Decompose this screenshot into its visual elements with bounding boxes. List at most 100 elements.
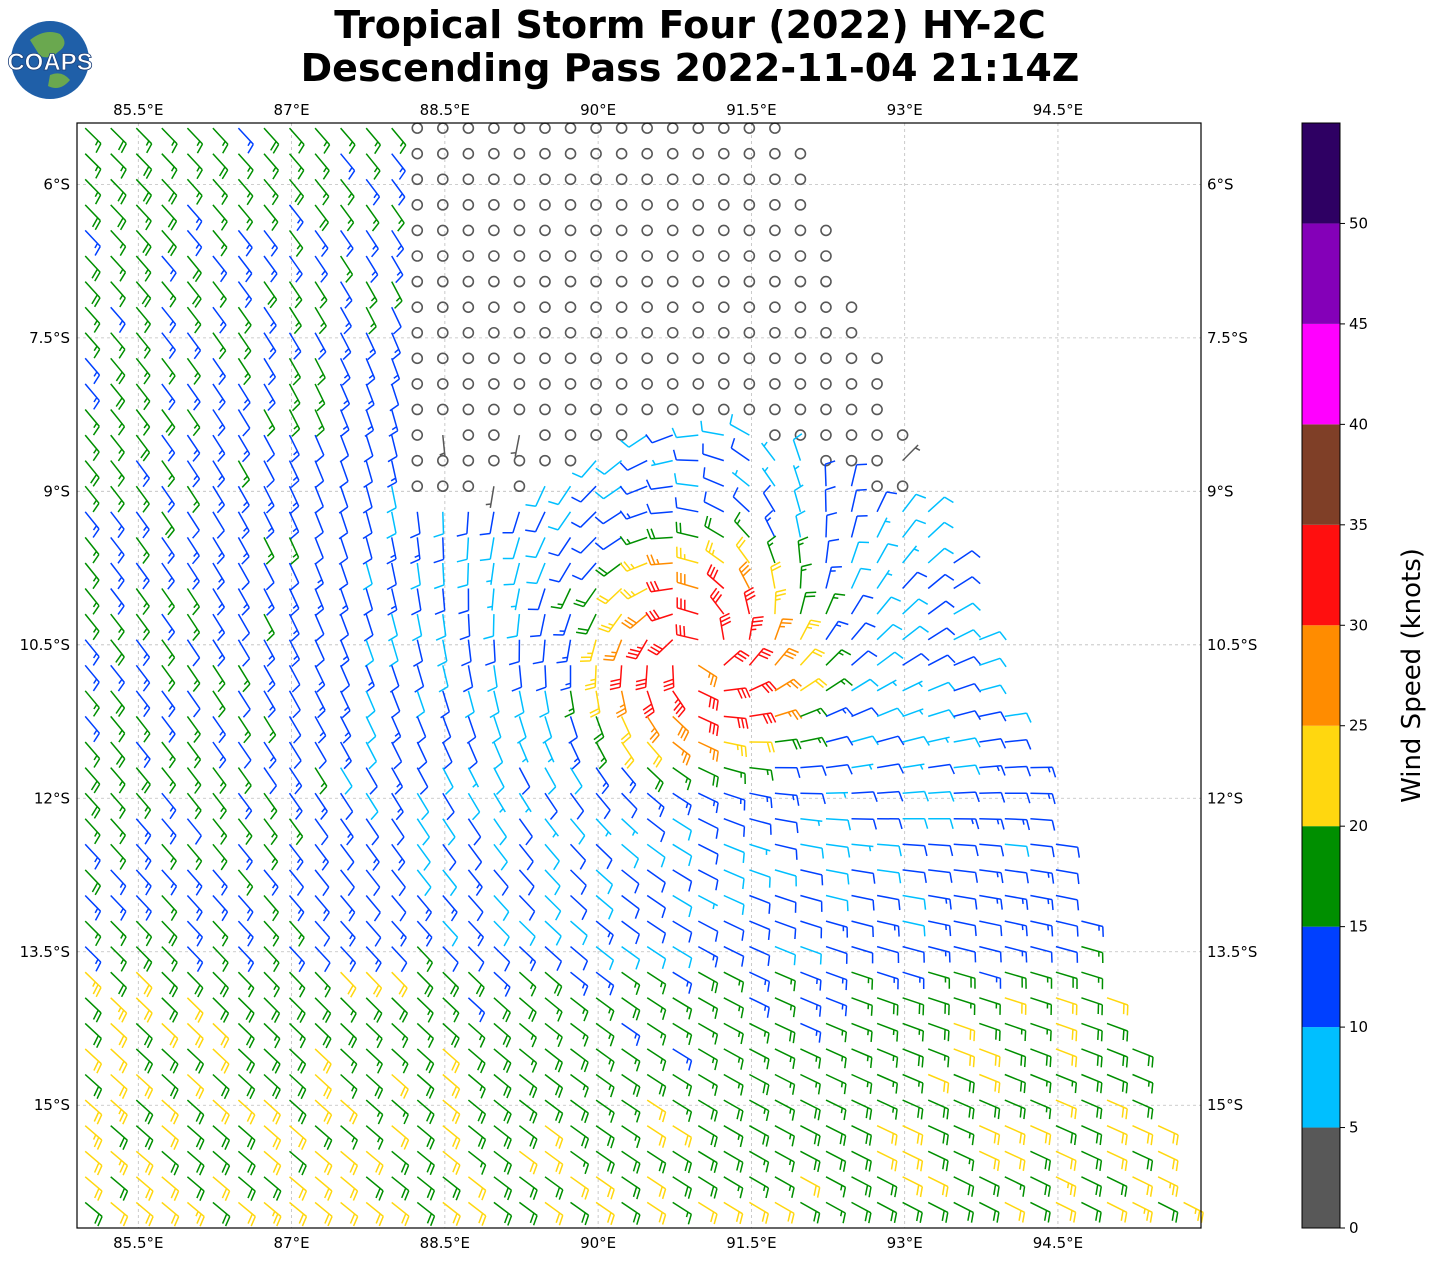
wind-barb bbox=[672, 1150, 693, 1174]
wind-barb bbox=[340, 153, 356, 180]
wind-barb bbox=[503, 562, 521, 586]
wind-barb bbox=[774, 920, 797, 940]
wind-barb bbox=[135, 562, 150, 590]
calm-circle bbox=[513, 173, 526, 186]
wind-barb bbox=[723, 997, 745, 1019]
wind-barb bbox=[110, 460, 125, 487]
wind-barb bbox=[442, 1125, 461, 1150]
wind-barb bbox=[110, 409, 126, 436]
wind-barb bbox=[953, 1099, 975, 1120]
wind-barb bbox=[186, 588, 201, 616]
wind-barb bbox=[792, 465, 802, 487]
wind-barb bbox=[339, 383, 351, 412]
wind-barb bbox=[1081, 971, 1104, 990]
wind-barb bbox=[1106, 1099, 1128, 1120]
wind-barb bbox=[792, 433, 803, 461]
wind-barb bbox=[621, 1022, 641, 1047]
wind-barb bbox=[263, 920, 280, 947]
calm-circle bbox=[641, 326, 653, 339]
wind-barb bbox=[391, 1125, 410, 1150]
wind-barb bbox=[314, 409, 325, 437]
wind-barb bbox=[928, 763, 955, 775]
calm-circle bbox=[666, 250, 679, 262]
wind-barb bbox=[314, 997, 332, 1023]
wind-barb bbox=[518, 1150, 538, 1175]
wind-barb bbox=[1157, 1125, 1179, 1146]
wind-barb bbox=[391, 716, 402, 744]
calm-circle bbox=[462, 378, 475, 390]
wind-barb bbox=[518, 1073, 538, 1099]
wind-barb bbox=[953, 843, 979, 857]
wind-barb bbox=[416, 843, 431, 871]
wind-barb bbox=[902, 971, 925, 989]
wind-barb bbox=[110, 715, 126, 743]
wind-barb bbox=[237, 409, 251, 437]
wind-barb bbox=[339, 588, 349, 617]
wind-barb bbox=[825, 566, 842, 589]
wind-barb bbox=[186, 1176, 205, 1202]
wind-barb bbox=[263, 178, 279, 206]
wind-barb bbox=[237, 485, 250, 514]
wind-barb bbox=[619, 459, 648, 471]
wind-barb bbox=[877, 817, 903, 830]
wind-barb bbox=[518, 767, 531, 795]
wind-barb bbox=[110, 741, 126, 769]
calm-circle bbox=[692, 301, 705, 313]
wind-barb bbox=[263, 1099, 281, 1125]
wind-barb bbox=[1157, 1150, 1179, 1172]
wind-barb bbox=[800, 1201, 821, 1224]
calm-circle bbox=[769, 250, 781, 262]
wind-barb bbox=[161, 306, 177, 334]
wind-barb bbox=[338, 537, 349, 565]
wind-barb bbox=[135, 281, 152, 308]
wind-barb bbox=[161, 1048, 179, 1074]
calm-circle bbox=[794, 224, 807, 237]
wind-barb bbox=[518, 1099, 538, 1124]
wind-barb bbox=[442, 1022, 460, 1048]
wind-barb bbox=[411, 588, 422, 616]
wind-barb bbox=[365, 818, 380, 846]
calm-circle bbox=[488, 378, 500, 390]
wind-barb bbox=[621, 869, 640, 894]
wind-barb bbox=[621, 894, 640, 919]
wind-barb bbox=[365, 127, 382, 155]
wind-barb bbox=[442, 1150, 461, 1175]
wind-barb bbox=[1030, 817, 1056, 831]
calm-circle bbox=[411, 480, 424, 493]
wind-barb bbox=[646, 792, 665, 818]
wind-barb bbox=[1030, 1201, 1051, 1223]
wind-barb bbox=[314, 843, 330, 871]
wind-barb bbox=[774, 1048, 796, 1070]
wind-barb bbox=[928, 790, 955, 802]
wind-barb bbox=[800, 792, 826, 805]
wind-barb bbox=[288, 153, 305, 180]
x-tick-label-top: 91.5°E bbox=[726, 101, 776, 119]
wind-barb bbox=[391, 971, 408, 998]
calm-circle bbox=[820, 301, 832, 313]
wind-barb bbox=[749, 1176, 770, 1199]
calm-circle bbox=[692, 275, 705, 288]
wind-barb bbox=[953, 576, 981, 590]
wind-barb bbox=[800, 843, 825, 859]
wind-barb bbox=[1055, 1073, 1078, 1094]
calm-circle bbox=[641, 378, 653, 390]
wind-barb bbox=[110, 792, 126, 819]
wind-barb bbox=[774, 971, 796, 992]
wind-barb bbox=[825, 1201, 847, 1224]
wind-barb bbox=[161, 946, 178, 972]
wind-barbs bbox=[84, 122, 1204, 1227]
wind-barb bbox=[595, 1048, 615, 1072]
wind-barb bbox=[365, 255, 379, 284]
wind-barb bbox=[212, 971, 229, 998]
wind-barb bbox=[467, 1176, 487, 1201]
wind-barb bbox=[675, 521, 699, 539]
calm-circle bbox=[462, 480, 475, 493]
wind-barb bbox=[442, 869, 458, 897]
colorbar-tick-label: 25 bbox=[1349, 717, 1368, 735]
wind-barb bbox=[340, 869, 355, 897]
wind-barb bbox=[1132, 1201, 1153, 1223]
wind-barb bbox=[161, 741, 176, 769]
calm-circle bbox=[743, 122, 756, 134]
wind-barb bbox=[651, 459, 673, 467]
y-tick-label-right: 7.5°S bbox=[1207, 329, 1248, 347]
